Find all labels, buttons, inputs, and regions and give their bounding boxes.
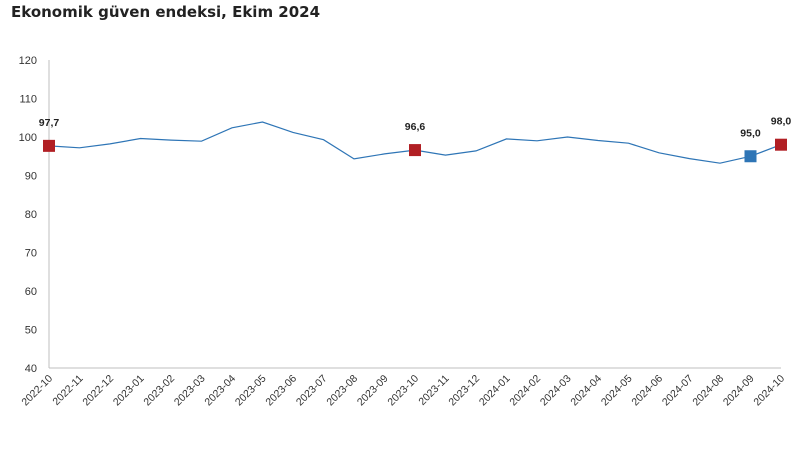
y-tick-label: 70 xyxy=(25,248,37,260)
x-tick-label: 2023-06 xyxy=(263,373,299,409)
x-tick-label: 2022-11 xyxy=(50,373,85,408)
x-tick-label: 2023-05 xyxy=(233,373,269,409)
x-tick-label: 2024-05 xyxy=(599,373,635,409)
x-tick-label: 2023-02 xyxy=(141,373,177,409)
x-tick-label: 2024-08 xyxy=(690,373,726,409)
x-tick-label: 2023-09 xyxy=(355,373,391,409)
data-point xyxy=(291,131,294,134)
highlight-marker xyxy=(744,150,757,163)
data-point xyxy=(444,154,447,157)
data-point xyxy=(108,142,111,145)
y-tick-label: 60 xyxy=(25,286,37,298)
x-axis: 2022-102022-112022-122023-012023-022023-… xyxy=(19,367,787,409)
data-label: 96,6 xyxy=(405,121,426,133)
data-point xyxy=(169,139,172,142)
y-tick-label: 80 xyxy=(25,209,37,221)
x-tick-label: 2024-06 xyxy=(629,373,665,409)
data-point xyxy=(322,138,325,141)
x-tick-label: 2022-10 xyxy=(19,373,55,409)
x-tick-label: 2023-01 xyxy=(111,373,147,409)
highlight-marker xyxy=(409,144,421,157)
x-tick-label: 2024-04 xyxy=(568,373,604,409)
data-point xyxy=(657,151,660,154)
data-point xyxy=(688,157,691,160)
data-label: 98,0 xyxy=(771,116,792,128)
y-tick-label: 90 xyxy=(25,171,37,183)
x-tick-label: 2024-09 xyxy=(721,373,757,409)
data-point xyxy=(383,152,386,155)
data-point xyxy=(596,139,599,142)
x-tick-label: 2023-03 xyxy=(172,373,208,409)
data-point xyxy=(474,149,477,152)
x-tick-label: 2022-12 xyxy=(80,373,116,409)
data-point xyxy=(352,157,355,160)
y-axis: 40 50 60 70 80 90 100 110 120 xyxy=(19,55,50,375)
data-label: 95,0 xyxy=(740,127,761,139)
y-tick-label: 40 xyxy=(25,363,37,375)
x-tick-label: 2023-12 xyxy=(446,373,482,409)
highlight-marker xyxy=(775,138,787,151)
data-point xyxy=(505,137,508,140)
x-tick-label: 2024-03 xyxy=(538,373,574,409)
x-tick-label: 2024-07 xyxy=(660,373,696,409)
x-tick-label: 2024-02 xyxy=(507,373,543,409)
chart-title: Ekonomik güven endeksi, Ekim 2024 xyxy=(11,3,321,21)
data-point xyxy=(261,120,264,123)
x-tick-label: 2023-08 xyxy=(324,373,360,409)
data-point xyxy=(139,137,142,140)
data-point xyxy=(230,126,233,129)
y-tick-label: 110 xyxy=(19,94,37,106)
data-point xyxy=(200,140,203,143)
data-point xyxy=(718,162,721,165)
data-point xyxy=(566,135,569,138)
data-point xyxy=(535,139,538,142)
x-tick-label: 2023-07 xyxy=(294,373,330,409)
y-tick-label: 120 xyxy=(19,55,37,67)
data-label: 97,7 xyxy=(39,117,60,129)
x-tick-label: 2023-10 xyxy=(385,373,421,409)
x-tick-label: 2023-04 xyxy=(202,373,238,409)
data-point xyxy=(78,146,81,149)
x-tick-label: 2023-11 xyxy=(416,373,451,408)
data-point xyxy=(627,142,630,145)
x-tick-label: 2024-10 xyxy=(751,373,787,409)
y-tick-label: 50 xyxy=(25,325,37,337)
highlight-markers: 97,7 96,6 95,0 98,0 xyxy=(39,116,792,163)
x-tick-label: 2024-01 xyxy=(477,373,513,409)
highlight-marker xyxy=(43,139,55,152)
y-tick-label: 100 xyxy=(19,132,37,144)
